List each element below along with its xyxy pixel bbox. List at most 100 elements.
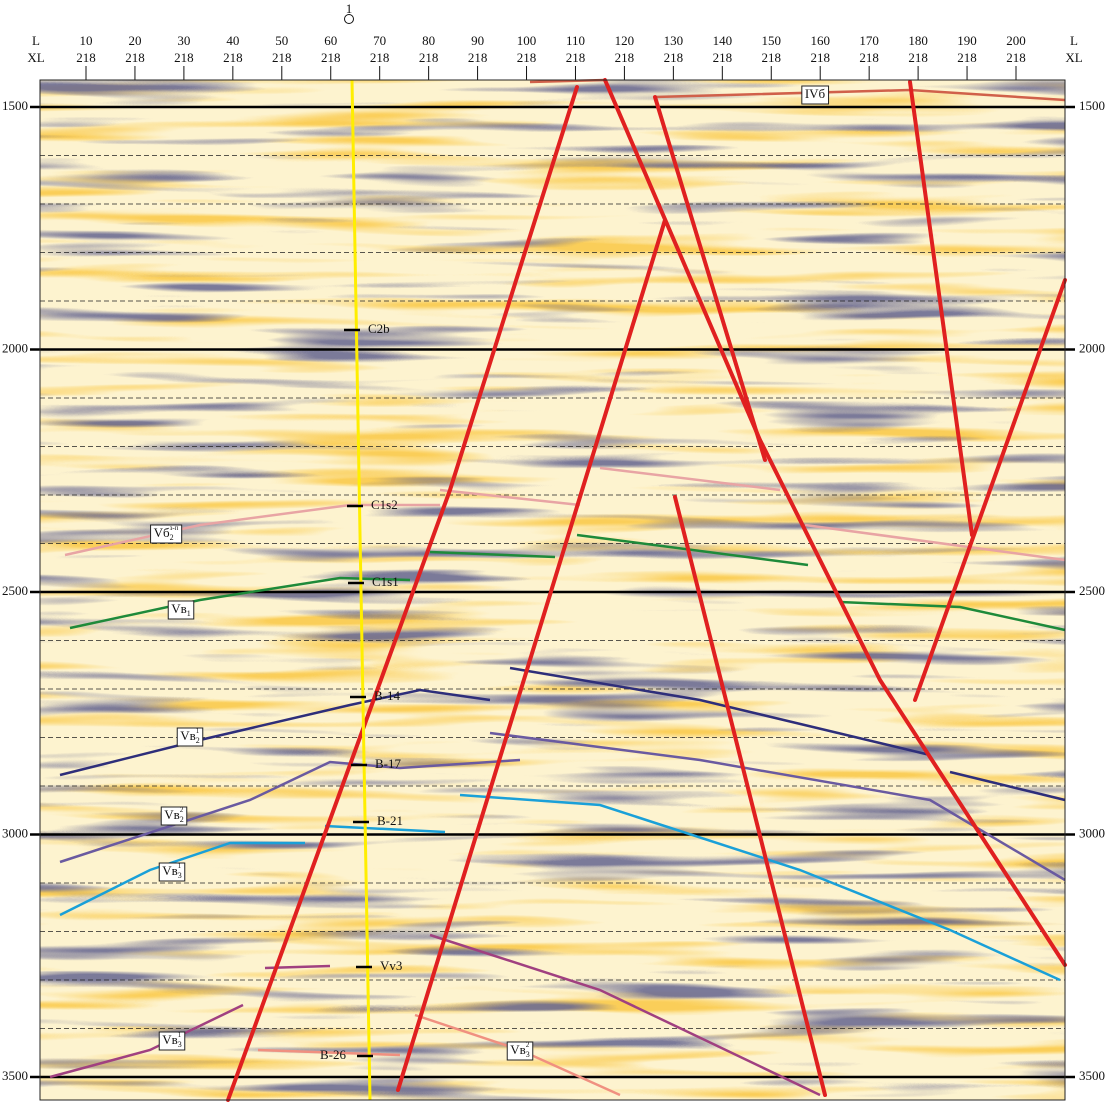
fault: [603, 78, 1067, 967]
x-tick-label: 20: [128, 33, 141, 48]
x-tick-label: 170: [859, 33, 879, 48]
x-tick-label: 50: [275, 33, 288, 48]
horizon: [64, 503, 440, 557]
fault: [396, 218, 667, 1092]
x-tick-label: 60: [324, 33, 337, 48]
horizon-label-box: [167, 600, 195, 620]
x-tick-label: 218: [762, 50, 782, 65]
horizon-label-box: [150, 524, 183, 544]
y-tick-label: 2500: [1079, 583, 1105, 598]
x-tick-label: 218: [859, 50, 879, 65]
x-tick-label: 218: [321, 50, 341, 65]
horizon: [429, 550, 556, 559]
x-tick-label: 218: [908, 50, 928, 65]
x-tick-label: 218: [957, 50, 977, 65]
horizon: [257, 1048, 401, 1057]
horizon-label-sub: 3: [526, 1050, 530, 1059]
horizon: [59, 688, 491, 777]
horizon-label-text: Vв: [162, 1032, 178, 1047]
horizon-label: IVб: [805, 86, 826, 101]
well-label: 1: [346, 1, 353, 16]
horizon-label-sup: 1: [178, 1031, 182, 1039]
horizon-label-box: [160, 806, 188, 826]
x-tick-label: 110: [566, 33, 585, 48]
x-tick-label: 218: [468, 50, 488, 65]
fault: [908, 80, 974, 537]
horizon: [489, 731, 1066, 882]
horizon-label: Vв31: [162, 1031, 182, 1049]
horizon: [429, 933, 821, 1097]
horizon-label-box: [506, 1041, 534, 1061]
horizon: [839, 600, 1066, 632]
horizon-label-sub: 2: [170, 533, 174, 542]
horizon: [804, 523, 1066, 562]
y-tick-label: 3000: [2, 825, 28, 840]
y-tick-label: 2000: [1079, 340, 1105, 355]
horizon: [949, 770, 1066, 802]
horizon-label-text: Vв: [510, 1042, 526, 1057]
plot-frame: [39, 79, 1066, 1101]
well-marker-label: Vv3: [380, 958, 402, 973]
horizon-label-text: Vв: [164, 807, 180, 822]
horizon-label-sub: 2: [196, 736, 200, 745]
x-tick-label: 218: [566, 50, 586, 65]
horizon-label-sup: 2: [180, 806, 184, 814]
x-tick-label: 218: [713, 50, 733, 65]
horizon-label-box: [158, 862, 186, 882]
well-marker-label: C2b: [368, 321, 390, 336]
horizon-label: Vв22: [164, 806, 184, 824]
horizon-label-text: Vб: [154, 525, 170, 540]
horizon: [324, 824, 446, 834]
horizon-label-sup: 1: [196, 727, 200, 735]
horizon: [599, 466, 781, 492]
well-marker-label: В-17: [375, 756, 402, 771]
horizon-label: Vб2з-п: [154, 524, 179, 542]
well-track: [350, 79, 372, 1101]
horizon: [69, 576, 411, 630]
x-tick-label: 218: [125, 50, 145, 65]
fault: [653, 95, 767, 462]
y-tick-label: 2000: [2, 340, 28, 355]
well-marker-label: В-14: [374, 688, 401, 703]
horizon: [576, 533, 809, 567]
x-tick-label: 100: [517, 33, 537, 48]
axis-row-label: L: [32, 33, 40, 48]
well-symbol: [344, 14, 354, 24]
x-tick-label: 70: [373, 33, 386, 48]
well-marker-label: C1s1: [372, 574, 399, 589]
horizon-label-box: [176, 727, 204, 747]
x-tick-label: 160: [810, 33, 830, 48]
y-tick-label: 3000: [1079, 825, 1105, 840]
x-tick-label: 140: [713, 33, 733, 48]
x-tick-label: 218: [615, 50, 635, 65]
x-tick-label: 30: [177, 33, 190, 48]
x-tick-label: 218: [174, 50, 194, 65]
x-tick-label: 218: [419, 50, 439, 65]
well-marker-label: В-21: [377, 813, 403, 828]
y-tick-label: 1500: [2, 98, 28, 113]
axis-row-label: XL: [27, 50, 44, 65]
x-tick-label: 130: [664, 33, 684, 48]
horizon-label-text: Vв: [162, 863, 178, 878]
x-tick-label: 190: [957, 33, 977, 48]
horizon-label-text: Vв: [171, 601, 187, 616]
horizon-label-sub: 3: [178, 871, 182, 880]
horizon-label-sub: 3: [178, 1040, 182, 1049]
x-tick-label: 218: [517, 50, 537, 65]
horizon-label: Vв21: [180, 727, 200, 745]
horizon-label-text: Vв: [180, 728, 196, 743]
fault: [226, 85, 579, 1102]
y-tick-label: 2500: [2, 583, 28, 598]
x-tick-label: 120: [615, 33, 635, 48]
fault: [913, 278, 1067, 702]
annotations: 1021820218302184021850218602187021880218…: [2, 33, 1105, 1083]
x-tick-label: 218: [76, 50, 96, 65]
horizon-label: Vв32: [510, 1041, 530, 1059]
horizon: [59, 841, 305, 917]
x-tick-label: 90: [471, 33, 484, 48]
faults: [226, 78, 1067, 1102]
x-tick-label: 218: [810, 50, 830, 65]
horizon-label: Vв31: [162, 862, 182, 880]
horizon-label-text: IVб: [805, 86, 826, 101]
